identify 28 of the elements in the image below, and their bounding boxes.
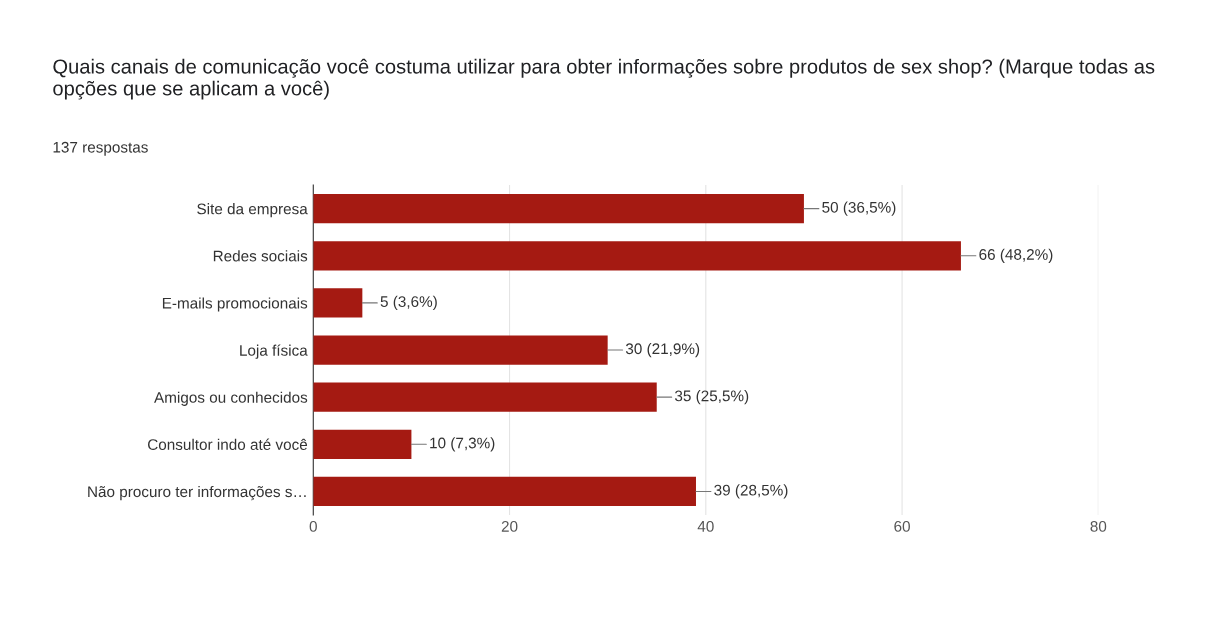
bar: [313, 382, 657, 412]
chart-title: Quais canais de comunicação você costuma utilizar para obter informações sobre produtos de sex shop? (Marque todas as opções que se aplicam a você): [53, 58, 1155, 100]
bar: [313, 288, 363, 318]
y-tick-label: Site da empresa: [197, 203, 308, 218]
data-label: 35 (25,5%): [674, 390, 749, 405]
x-tick-label: 40: [697, 520, 714, 532]
data-label: 66 (48,2%): [979, 248, 1053, 263]
y-tick-label: Consultor indo até você: [148, 438, 308, 450]
y-tick-label: Redes sociais: [213, 250, 308, 262]
x-tick-label: 60: [894, 520, 910, 532]
data-label: 30 (21,9%): [625, 342, 700, 358]
bar: [313, 194, 804, 224]
y-tick-label: Não procuro ter informações s…: [88, 485, 306, 501]
bar: [313, 241, 961, 271]
y-tick-label: E-mails promocionais: [162, 297, 308, 312]
bar: [313, 429, 412, 459]
y-tick-label: Loja física: [240, 344, 308, 359]
y-tick-label: Amigos ou conhecidos: [154, 391, 308, 406]
bar: [313, 476, 696, 507]
bar: [313, 335, 608, 365]
x-tick-label: 20: [501, 520, 518, 532]
data-label: 10 (7,3%): [430, 437, 495, 452]
x-tick-label: 0: [309, 520, 317, 532]
text: 137 respostas: [53, 141, 148, 156]
data-label: 50 (36,5%): [822, 201, 896, 216]
data-label: 5 (3,6%): [380, 295, 437, 311]
x-tick-label: 80: [1090, 520, 1107, 532]
data-label: 39 (28,5%): [714, 484, 788, 499]
